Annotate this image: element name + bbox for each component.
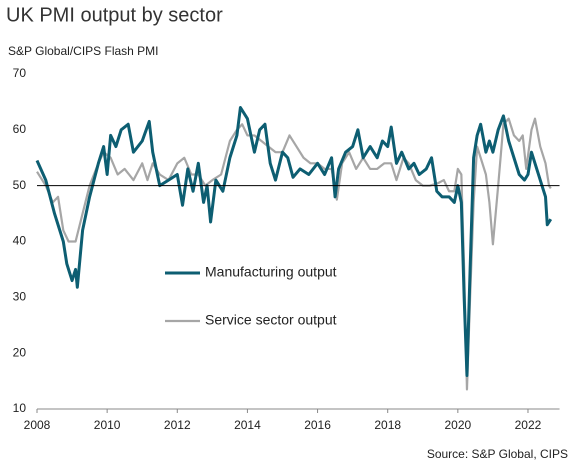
y-tick-label: 60 [13,122,27,136]
x-tick-label: 2022 [515,418,542,432]
x-tick-label: 2008 [24,418,51,432]
legend-label: Service sector output [205,312,337,328]
y-tick-label: 50 [13,178,27,192]
source-note: Source: S&P Global, CIPS [427,447,568,461]
y-tick-label: 30 [13,290,27,304]
x-tick-label: 2012 [164,418,191,432]
x-tick-label: 2016 [304,418,331,432]
y-tick-label: 40 [13,234,27,248]
x-tick-label: 2020 [444,418,471,432]
legend-label: Manufacturing output [205,264,337,280]
y-tick-label: 70 [13,66,27,80]
y-tick-label: 10 [13,401,27,415]
series-line [35,106,553,377]
x-tick-label: 2018 [374,418,401,432]
x-tick-label: 2010 [94,418,121,432]
y-tick-label: 20 [13,345,27,359]
chart-title: UK PMI output by sector [6,4,223,26]
chart-subtitle: S&P Global/CIPS Flash PMI [8,44,159,58]
x-tick-label: 2014 [234,418,261,432]
